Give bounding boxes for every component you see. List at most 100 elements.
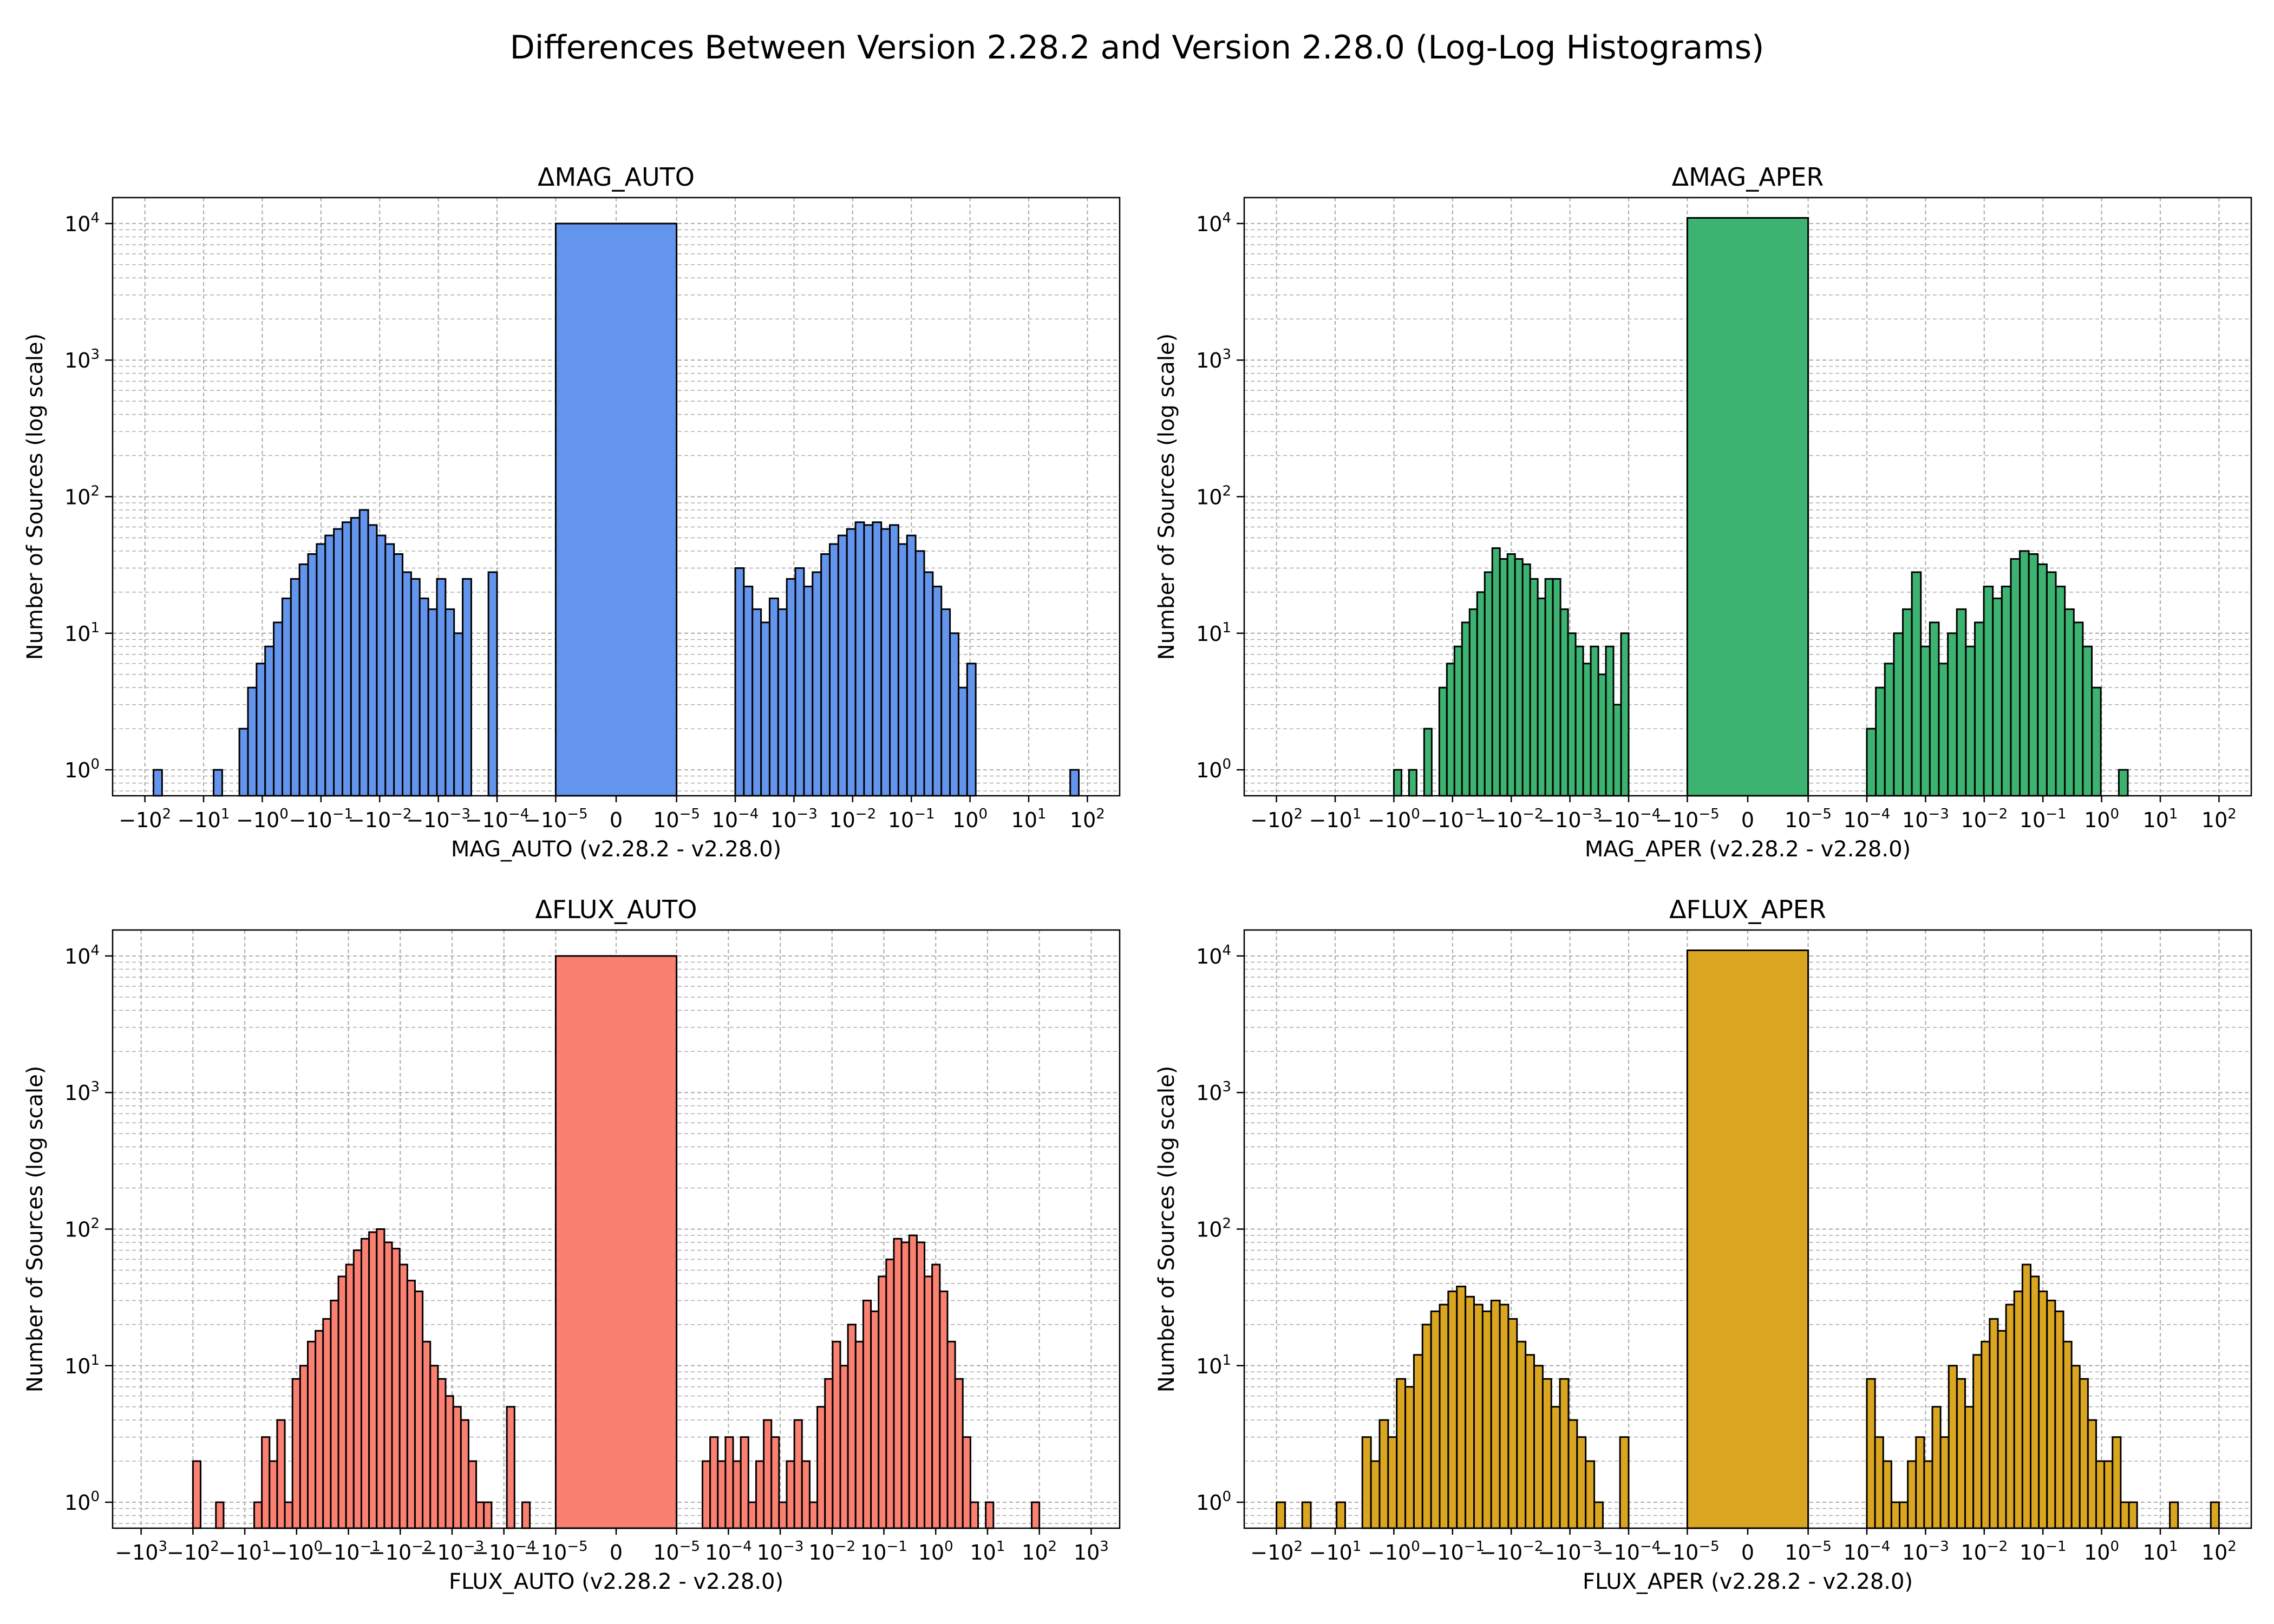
- x-tick-label: −102: [1250, 806, 1303, 832]
- histogram-bar: [1276, 1501, 1286, 1529]
- x-tick-label: 10−4: [705, 1538, 752, 1564]
- histogram-bar-center: [1686, 949, 1809, 1529]
- histogram-bar: [778, 1501, 788, 1529]
- x-tick-label: 0: [610, 1541, 623, 1564]
- histogram-bar: [350, 517, 361, 797]
- x-tick-label: 0: [1741, 1541, 1754, 1564]
- histogram-bar: [2019, 550, 2030, 797]
- histogram-bar: [276, 1419, 286, 1529]
- histogram-bar: [1920, 645, 1931, 797]
- histogram-bar: [324, 534, 335, 797]
- histogram-bar: [1911, 571, 1922, 797]
- histogram-bar: [398, 1263, 408, 1529]
- histogram-bar: [824, 1378, 834, 1529]
- histogram-bar: [256, 663, 266, 797]
- y-tick-label: 100: [1196, 1489, 1231, 1515]
- x-tick-label: −10−2: [1479, 806, 1544, 832]
- x-tick-label: −103: [115, 1538, 167, 1564]
- histogram-bar: [247, 686, 258, 797]
- y-axis-label: Number of Sources (log scale): [1154, 1066, 1179, 1393]
- histogram-bar: [1890, 1501, 1900, 1529]
- x-ticks-mag_aper: −102 −101 −100 −10−1−10−2−10−3−10−4−10−5 0 10…: [1250, 796, 2237, 832]
- histogram-bar: [2118, 769, 2129, 797]
- x-tick-label: −102: [1250, 1538, 1303, 1564]
- histogram-bar: [2028, 553, 2039, 797]
- histogram-bar: [1929, 621, 1940, 797]
- histogram-bar: [786, 1460, 795, 1529]
- x-tick-label: −10−5: [524, 1538, 588, 1564]
- histogram-bar: [1516, 1340, 1527, 1529]
- histogram-bar: [1484, 571, 1493, 797]
- histogram-bar: [1948, 1365, 1958, 1529]
- histogram-bar: [368, 1231, 378, 1529]
- histogram-bar: [1939, 1436, 1950, 1529]
- histogram-bar: [2103, 1460, 2114, 1529]
- x-tick-label: 102: [2201, 1538, 2237, 1564]
- histogram-bar: [436, 578, 447, 797]
- y-ticks-mag_auto: 100 101 102 103 104: [64, 210, 113, 782]
- x-tick-label: −10−1: [289, 806, 354, 832]
- histogram-bar: [1956, 1378, 1966, 1529]
- histogram-bar: [1597, 673, 1607, 797]
- histogram-bar: [2021, 1263, 2032, 1529]
- bars-flux_aper: [1276, 949, 2220, 1529]
- histogram-bar: [1030, 1501, 1041, 1529]
- histogram-bar: [2095, 1460, 2106, 1529]
- histogram-bar: [429, 1365, 439, 1529]
- histogram-bar: [1997, 1330, 2007, 1529]
- histogram-bar: [1507, 1318, 1518, 1529]
- histogram-bar: [801, 1460, 811, 1529]
- x-tick-label: −10−3: [1538, 806, 1602, 832]
- histogram-bar: [932, 585, 943, 797]
- histogram-bar: [1590, 645, 1599, 797]
- histogram-bar: [854, 521, 865, 797]
- x-tick-label: −100: [236, 806, 289, 832]
- histogram-bar: [291, 1378, 301, 1529]
- histogram-bar: [1387, 1436, 1398, 1529]
- histogram-bar: [2169, 1501, 2179, 1529]
- histogram-bar: [2055, 585, 2066, 797]
- y-tick-label: 104: [1196, 210, 1231, 236]
- histogram-bar: [1898, 1501, 1909, 1529]
- histogram-bar: [1393, 769, 1402, 797]
- x-tick-label: −10−5: [1655, 1538, 1720, 1564]
- histogram-bar: [812, 571, 822, 797]
- histogram-bar: [1490, 1299, 1501, 1529]
- histogram-bar: [1481, 1310, 1492, 1529]
- histogram-bar: [1370, 1460, 1381, 1529]
- histogram-bar: [315, 1330, 324, 1529]
- histogram-bar: [1983, 585, 1994, 797]
- histogram-bar: [1882, 1460, 1892, 1529]
- histogram-bar: [316, 543, 326, 797]
- y-tick-label: 104: [64, 210, 100, 236]
- histogram-bar: [1421, 1324, 1432, 1529]
- x-tick-label: 10−4: [1844, 806, 1891, 832]
- x-ticks-flux_auto: −103−102−101−100−10−1−10−2−10−3−10−4−10−…: [115, 1528, 1109, 1564]
- histogram-bar: [1874, 1436, 1884, 1529]
- histogram-bar: [1559, 608, 1569, 797]
- histogram-bar: [2120, 1501, 2130, 1529]
- histogram-bar: [1552, 578, 1561, 797]
- x-tick-label: −100: [1368, 806, 1420, 832]
- y-axis-label: Number of Sources (log scale): [23, 1066, 48, 1393]
- histogram-bar: [238, 728, 249, 797]
- histogram-bar: [1499, 558, 1508, 797]
- y-tick-label: 100: [64, 1489, 100, 1515]
- histogram-bar: [1907, 1460, 1917, 1529]
- histogram-bar: [2013, 1291, 2023, 1529]
- y-tick-label: 101: [1196, 620, 1231, 646]
- histogram-bar: [299, 1365, 309, 1529]
- histogram-bar: [402, 571, 412, 797]
- histogram-bar: [846, 528, 857, 797]
- x-tick-label: 101: [2143, 1538, 2178, 1564]
- histogram-bar: [949, 632, 959, 797]
- histogram-bar: [1574, 645, 1584, 797]
- histogram-bar: [1544, 578, 1554, 797]
- histogram-bar: [2087, 1419, 2097, 1529]
- histogram-panels: −102 −101 −100 −10−1−10−2−10−3−10−4−10−5 0 10…: [23, 162, 2252, 1594]
- y-axis-label: Number of Sources (log scale): [23, 333, 48, 660]
- histogram-bar: [755, 1460, 765, 1529]
- histogram-bar: [1396, 1378, 1407, 1529]
- histogram-bar: [1938, 663, 1949, 797]
- histogram-bar: [839, 1365, 849, 1529]
